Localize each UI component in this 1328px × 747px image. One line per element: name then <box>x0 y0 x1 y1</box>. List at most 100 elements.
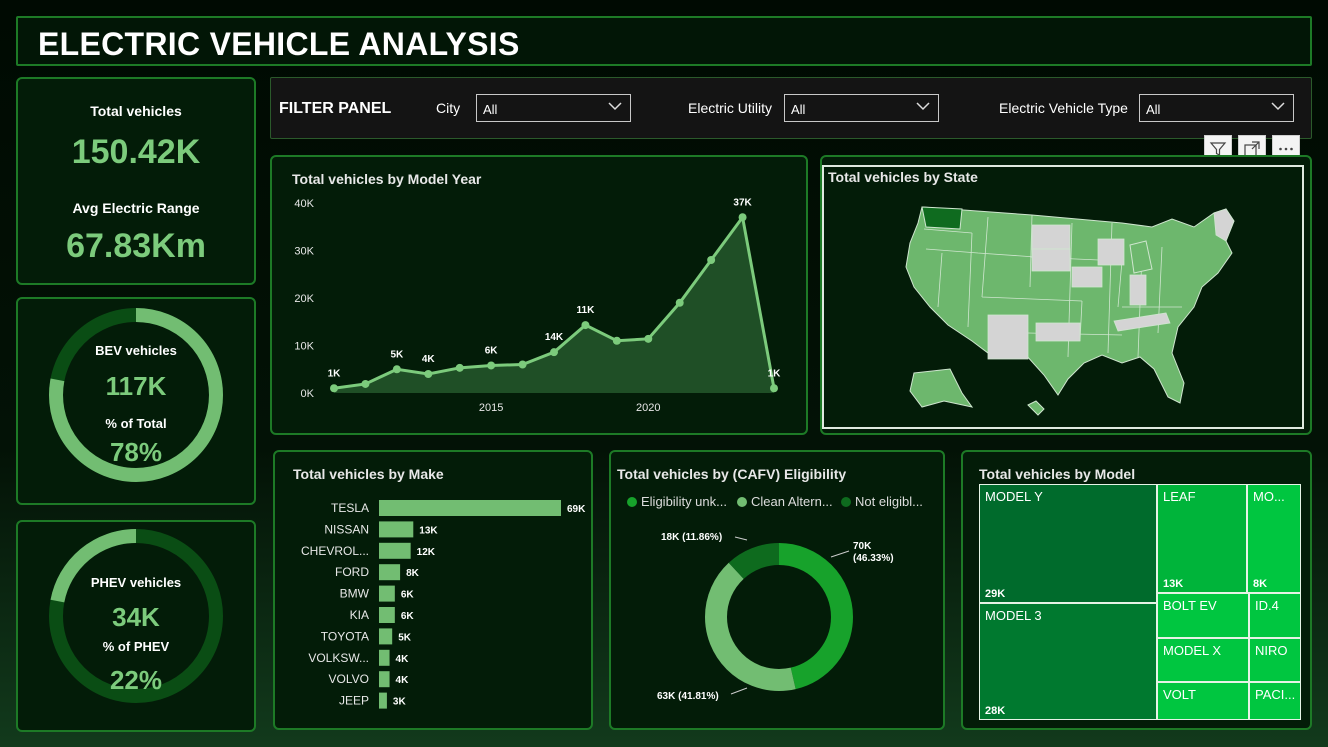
donut-slice[interactable] <box>705 543 853 691</box>
bar[interactable] <box>379 585 395 602</box>
bar[interactable] <box>379 692 387 709</box>
data-point[interactable] <box>392 365 401 374</box>
us-state-map[interactable] <box>822 157 1308 433</box>
legend-swatch <box>841 497 851 507</box>
treemap-tile[interactable]: MODEL 3 28K <box>979 603 1157 720</box>
data-point[interactable] <box>644 334 653 343</box>
bar[interactable] <box>379 500 561 516</box>
treemap-tile-label: VOLT <box>1163 687 1196 702</box>
data-point[interactable] <box>770 384 778 393</box>
data-point[interactable] <box>330 384 338 393</box>
data-label: 6K <box>401 611 415 622</box>
area-fill <box>334 217 774 393</box>
treemap-tile-label: PACI... <box>1255 687 1296 702</box>
model-treemap-title: Total vehicles by Model <box>979 466 1136 482</box>
model-year-chart-panel: Total vehicles by Model Year 0K 10K 20K 30K… <box>270 155 808 435</box>
bar[interactable] <box>379 521 414 538</box>
state-hawaii[interactable] <box>1027 400 1045 416</box>
data-label: 5K <box>390 349 404 360</box>
state-north-dakota[interactable] <box>1031 224 1071 250</box>
bar[interactable] <box>379 607 395 623</box>
state-michigan[interactable] <box>1129 240 1153 274</box>
data-point[interactable] <box>455 363 464 372</box>
legend-item[interactable]: Clean Altern... <box>737 494 833 509</box>
treemap-tile[interactable]: LEAF 13K <box>1157 484 1247 593</box>
treemap-tile-label: BOLT EV <box>1163 598 1217 613</box>
model-treemap: MODEL Y 29K MODEL 3 28K LEAF 13K MO... 8K BOLT E… <box>979 484 1301 720</box>
legend-swatch <box>627 497 637 507</box>
data-point[interactable] <box>612 336 621 345</box>
data-point[interactable] <box>361 379 370 388</box>
utility-dropdown[interactable]: All <box>784 94 939 122</box>
y-tick-label: 30K <box>294 246 314 258</box>
treemap-tile-value: 8K <box>1253 578 1268 590</box>
state-maine[interactable] <box>1213 208 1235 242</box>
data-point[interactable] <box>581 321 590 330</box>
category-label: CHEVROL... <box>301 544 369 558</box>
state-washington[interactable] <box>921 206 963 230</box>
data-point[interactable] <box>550 348 558 357</box>
model-year-chart: 0K 10K 20K 30K 40K 2015 2020 1K 5K 4K 6K 14K 11K 37K 1… <box>294 197 781 414</box>
bar[interactable] <box>379 628 393 645</box>
vehicle-type-label: Electric Vehicle Type <box>999 100 1128 116</box>
legend-item[interactable]: Eligibility unk... <box>627 494 727 509</box>
bev-label: BEV vehicles <box>95 343 177 358</box>
state-wisconsin[interactable] <box>1097 238 1125 266</box>
data-point[interactable] <box>675 298 684 307</box>
city-dropdown-value: All <box>483 102 498 117</box>
city-dropdown[interactable]: All <box>476 94 631 122</box>
treemap-tile[interactable]: VOLT <box>1157 682 1249 720</box>
vehicle-type-dropdown[interactable]: All <box>1139 94 1294 122</box>
data-label: 1K <box>328 368 342 379</box>
leader-line <box>734 536 748 541</box>
slice-label: 18K (11.86%) <box>661 532 722 543</box>
phev-label: PHEV vehicles <box>90 575 182 590</box>
data-label: 14K <box>545 332 564 343</box>
state-oklahoma[interactable] <box>1035 322 1081 342</box>
data-point[interactable] <box>424 370 433 378</box>
bar[interactable] <box>379 649 390 666</box>
treemap-tile[interactable]: NIRO <box>1249 638 1301 682</box>
bev-ring <box>49 308 223 482</box>
legend-swatch <box>737 497 747 507</box>
slice-label: 63K (41.81%) <box>657 691 719 702</box>
treemap-tile-label: MODEL 3 <box>985 608 1042 623</box>
state-alaska[interactable] <box>909 368 974 408</box>
data-point[interactable] <box>707 256 716 264</box>
title-bar: ELECTRIC VEHICLE ANALYSIS <box>16 16 1312 66</box>
treemap-tile-label: ID.4 <box>1255 598 1279 613</box>
data-label: 8K <box>406 568 420 579</box>
utility-label: Electric Utility <box>688 100 773 116</box>
state-borders <box>923 214 1182 358</box>
treemap-tile[interactable]: PACI... <box>1249 682 1301 720</box>
y-tick-label: 20K <box>294 293 314 305</box>
y-tick-label: 10K <box>294 341 314 353</box>
treemap-tile[interactable]: ID.4 <box>1249 593 1301 638</box>
state-new-mexico[interactable] <box>987 314 1029 360</box>
treemap-tile[interactable]: MO... 8K <box>1247 484 1301 593</box>
bar[interactable] <box>379 542 411 559</box>
bar[interactable] <box>379 564 401 581</box>
phev-value: 34K <box>112 602 160 632</box>
state-south-dakota[interactable] <box>1031 248 1071 272</box>
treemap-tile[interactable]: MODEL X <box>1157 638 1249 682</box>
treemap-tile[interactable]: MODEL Y 29K <box>979 484 1157 603</box>
data-label: 6K <box>401 590 415 601</box>
treemap-tile[interactable]: BOLT EV <box>1157 593 1249 638</box>
make-bar-chart: TESLA 69K NISSAN 13K CHEVROL... 12K FORD 8K BMW 6… <box>301 500 586 709</box>
chevron-down-icon <box>1271 102 1285 111</box>
make-chart-panel: Total vehicles by Make TESLA 69K NISSAN 13K… <box>273 450 593 730</box>
legend-item[interactable]: Not eligibl... <box>841 494 923 509</box>
state-iowa[interactable] <box>1071 266 1103 288</box>
donut-slice[interactable] <box>705 543 853 691</box>
cafv-donut-chart: 70K (46.33%) 63K (41.81%) 18K (11.86%) <box>657 532 894 702</box>
category-label: FORD <box>335 565 369 579</box>
data-point[interactable] <box>487 361 496 370</box>
state-indiana[interactable] <box>1129 274 1147 306</box>
bar[interactable] <box>379 671 390 688</box>
model-treemap-panel: Total vehicles by Model MODEL Y 29K MODEL … <box>961 450 1312 730</box>
data-point[interactable] <box>738 213 747 222</box>
treemap-tile-label: NIRO <box>1255 643 1288 658</box>
data-point[interactable] <box>518 360 527 369</box>
state-kentucky[interactable] <box>1113 312 1171 332</box>
